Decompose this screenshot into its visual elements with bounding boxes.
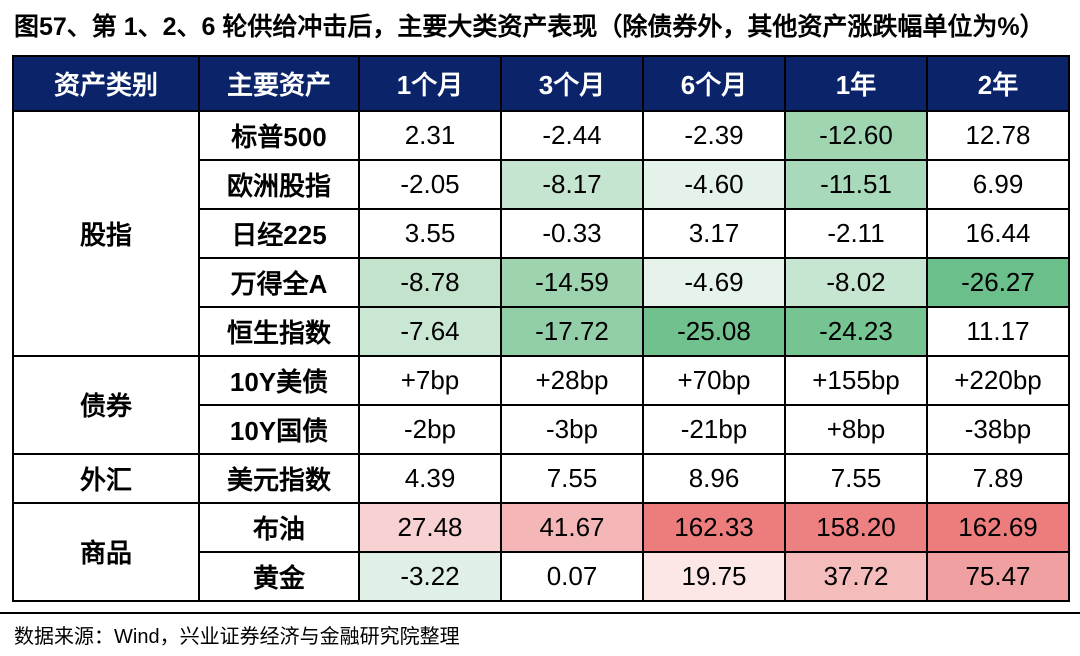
value-cell: 41.67 [500,501,644,553]
col-main-asset: 主要资产 [198,54,360,112]
value-cell: -25.08 [642,305,786,357]
asset-name-cell: 布油 [198,501,360,553]
table-row: 10Y国债 -2bp -3bp -21bp +8bp -38bp [13,403,1070,455]
value-cell: 7.89 [926,452,1070,504]
asset-name-cell: 标普500 [198,109,360,161]
value-cell: -2.05 [358,158,502,210]
header-row: 资产类别 主要资产 1个月 3个月 6个月 1年 2年 [12,54,1070,112]
asset-name-cell: 10Y国债 [198,403,360,455]
category-cell-bonds: 债券 [12,354,200,455]
value-cell: +220bp [926,354,1070,406]
value-cell: 7.55 [500,452,644,504]
table-row: 债券 10Y美债 +7bp +28bp +70bp +155bp +220bp [12,354,1070,455]
value-cell: -2.11 [784,207,928,259]
value-cell: -11.51 [784,158,928,210]
value-cell: 3.55 [358,207,502,259]
value-cell: 11.17 [926,305,1070,357]
value-cell: -8.78 [358,256,502,308]
col-3m: 3个月 [500,54,644,112]
value-cell: -2bp [358,403,502,455]
asset-name-cell: 恒生指数 [198,305,360,357]
value-cell: -0.33 [500,207,644,259]
value-cell: 2.31 [358,109,502,161]
value-cell: -2.39 [642,109,786,161]
value-cell: -17.72 [500,305,644,357]
value-cell: -12.60 [784,109,928,161]
value-cell: 19.75 [642,550,786,602]
col-asset-class: 资产类别 [12,54,200,112]
value-cell: -3bp [500,403,644,455]
value-cell: 7.55 [784,452,928,504]
value-cell: 158.20 [784,501,928,553]
category-cell-fx: 外汇 [12,452,200,504]
col-6m: 6个月 [642,54,786,112]
value-cell: 8.96 [642,452,786,504]
category-cell-equities: 股指 [12,109,200,357]
value-cell: 162.33 [642,501,786,553]
figure-footer: 数据来源：Wind，兴业证券经济与金融研究院整理 [0,611,1080,649]
asset-name-cell: 欧洲股指 [198,158,360,210]
figure-title: 图57、第 1、2、6 轮供给冲击后，主要大类资产表现（除债券外，其他资产涨跌幅… [14,13,1045,41]
value-cell: -21bp [642,403,786,455]
value-cell: 37.72 [784,550,928,602]
value-cell: 3.17 [642,207,786,259]
value-cell: -38bp [926,403,1070,455]
asset-name-cell: 黄金 [198,550,360,602]
value-cell: +8bp [784,403,928,455]
table-row: 恒生指数 -7.64 -17.72 -25.08 -24.23 11.17 [13,305,1070,357]
table-row: 股指 标普500 2.31 -2.44 -2.39 -12.60 12.78 [12,109,1070,357]
value-cell: -14.59 [500,256,644,308]
table-row: 商品 布油 27.48 41.67 162.33 158.20 162.69 [12,501,1070,602]
table-row: 外汇 美元指数 4.39 7.55 8.96 7.55 7.89 [12,452,1070,504]
value-cell: +28bp [500,354,644,406]
value-cell: +7bp [358,354,502,406]
value-cell: -24.23 [784,305,928,357]
value-cell: +155bp [784,354,928,406]
table-row: 万得全A -8.78 -14.59 -4.69 -8.02 -26.27 [13,256,1070,308]
value-cell: -3.22 [358,550,502,602]
value-cell: 0.07 [500,550,644,602]
data-source-text: 数据来源：Wind，兴业证券经济与金融研究院整理 [14,625,460,648]
value-cell: -26.27 [926,256,1070,308]
value-cell: -7.64 [358,305,502,357]
category-cell-commodities: 商品 [12,501,200,602]
value-cell: 4.39 [358,452,502,504]
value-cell: -2.44 [500,109,644,161]
table-row: 欧洲股指 -2.05 -8.17 -4.60 -11.51 6.99 [13,158,1070,210]
value-cell: -8.17 [500,158,644,210]
value-cell: +70bp [642,354,786,406]
value-cell: -4.60 [642,158,786,210]
value-cell: -8.02 [784,256,928,308]
asset-performance-table: 资产类别 主要资产 1个月 3个月 6个月 1年 2年 股指 标普500 2.3… [12,54,1070,602]
value-cell: 162.69 [926,501,1070,553]
asset-name-cell: 美元指数 [198,452,360,504]
asset-name-cell: 万得全A [198,256,360,308]
table-row: 日经225 3.55 -0.33 3.17 -2.11 16.44 [13,207,1070,259]
value-cell: 12.78 [926,109,1070,161]
value-cell: 16.44 [926,207,1070,259]
value-cell: 27.48 [358,501,502,553]
col-2y: 2年 [926,54,1070,112]
value-cell: -4.69 [642,256,786,308]
value-cell: 75.47 [926,550,1070,602]
asset-name-cell: 日经225 [198,207,360,259]
col-1y: 1年 [784,54,928,112]
value-cell: 6.99 [926,158,1070,210]
asset-name-cell: 10Y美债 [198,354,360,406]
table-row: 黄金 -3.22 0.07 19.75 37.72 75.47 [13,550,1070,602]
col-1m: 1个月 [358,54,502,112]
